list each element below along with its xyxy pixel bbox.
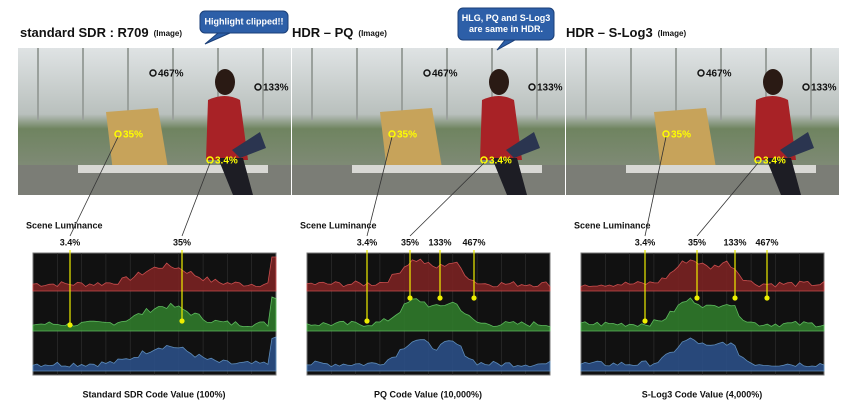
bench (352, 165, 542, 173)
panel-title-text: HDR – S-Log3 (566, 25, 653, 40)
marker-dot (67, 322, 73, 328)
laptop (506, 132, 540, 158)
marker-label: 3.4% (60, 237, 81, 247)
image-point (423, 69, 431, 77)
image-label: 133% (537, 83, 563, 94)
panel-title-note: (Image) (154, 29, 183, 38)
person-body (480, 96, 522, 160)
image-point (149, 69, 157, 77)
histogram-band (306, 339, 551, 372)
panel-title-note: (Image) (358, 29, 387, 38)
image-point (254, 83, 262, 91)
callout-text: Highlight clipped!! (205, 16, 284, 26)
callout-box (199, 10, 289, 34)
marker-label: 467% (462, 237, 485, 247)
histogram-band (580, 259, 825, 292)
person-legs (492, 158, 527, 195)
marker-dot (764, 295, 770, 301)
callout-tail (204, 32, 231, 45)
image-label: 467% (432, 69, 458, 80)
marker-label: 3.4% (357, 237, 378, 247)
leader-line (409, 162, 485, 237)
histogram-band (580, 337, 825, 372)
person-head (215, 69, 235, 95)
panel-title-text: standard SDR : R709 (20, 25, 149, 40)
image-label: 3.4% (215, 156, 238, 167)
person-body (754, 96, 796, 160)
panel-title-text: HDR – PQ (292, 25, 353, 40)
marker-dot (437, 295, 443, 301)
marker-dot (407, 295, 413, 301)
chair (380, 108, 442, 172)
caption: Standard SDR Code Value (100%) (82, 389, 225, 399)
marker-label: 35% (401, 237, 419, 247)
image-label: 467% (706, 69, 732, 80)
image-point (528, 83, 536, 91)
callout-tail (496, 39, 516, 51)
bench (626, 165, 816, 173)
marker-dot (179, 318, 185, 324)
leader-line (644, 136, 667, 237)
chair (654, 108, 716, 172)
image-label: 35% (671, 130, 691, 141)
panel-title-note: (Image) (658, 29, 687, 38)
marker-label: 133% (723, 237, 746, 247)
image-label: 3.4% (763, 156, 786, 167)
person-body (206, 96, 248, 160)
panel-title: standard SDR : R709 (Image) (20, 25, 182, 40)
image-label: 133% (811, 83, 837, 94)
marker-dot (364, 318, 370, 324)
panel-title: HDR – S-Log3 (Image) (566, 25, 686, 40)
marker-label: 35% (688, 237, 706, 247)
image-point (802, 83, 810, 91)
leader-line (181, 162, 211, 237)
panel-title: HDR – PQ (Image) (292, 25, 387, 40)
histogram-band (32, 256, 277, 292)
chair (106, 108, 168, 172)
scene-label: Scene Luminance (26, 220, 103, 230)
caption: S-Log3 Code Value (4,000%) (642, 389, 763, 399)
leader-line (696, 162, 759, 237)
leader-line (69, 136, 119, 237)
leader-line (366, 136, 393, 237)
callout-box (457, 7, 555, 41)
person-head (489, 69, 509, 95)
person-head (763, 69, 783, 95)
histogram-band (32, 336, 277, 372)
image-label: 133% (263, 83, 289, 94)
marker-dot (642, 318, 648, 324)
image-label: 35% (123, 130, 143, 141)
callout-text: are same in HDR. (469, 24, 543, 34)
caption: PQ Code Value (10,000%) (374, 389, 482, 399)
marker-label: 467% (755, 237, 778, 247)
callout-text: HLG, PQ and S-Log3 (462, 13, 551, 23)
marker-dot (732, 295, 738, 301)
marker-label: 133% (428, 237, 451, 247)
image-point (697, 69, 705, 77)
marker-label: 35% (173, 237, 191, 247)
image-label: 3.4% (489, 156, 512, 167)
person-legs (766, 158, 801, 195)
histogram-band (306, 298, 551, 332)
image-label: 467% (158, 69, 184, 80)
histogram-band (580, 297, 825, 332)
scene-label: Scene Luminance (300, 220, 377, 230)
marker-label: 3.4% (635, 237, 656, 247)
histogram-band (306, 258, 551, 292)
marker-dot (694, 295, 700, 301)
image-label: 35% (397, 130, 417, 141)
laptop (780, 132, 814, 158)
scene-label: Scene Luminance (574, 220, 651, 230)
laptop (232, 132, 266, 158)
bench (78, 165, 268, 173)
person-legs (218, 158, 253, 195)
marker-dot (471, 295, 477, 301)
